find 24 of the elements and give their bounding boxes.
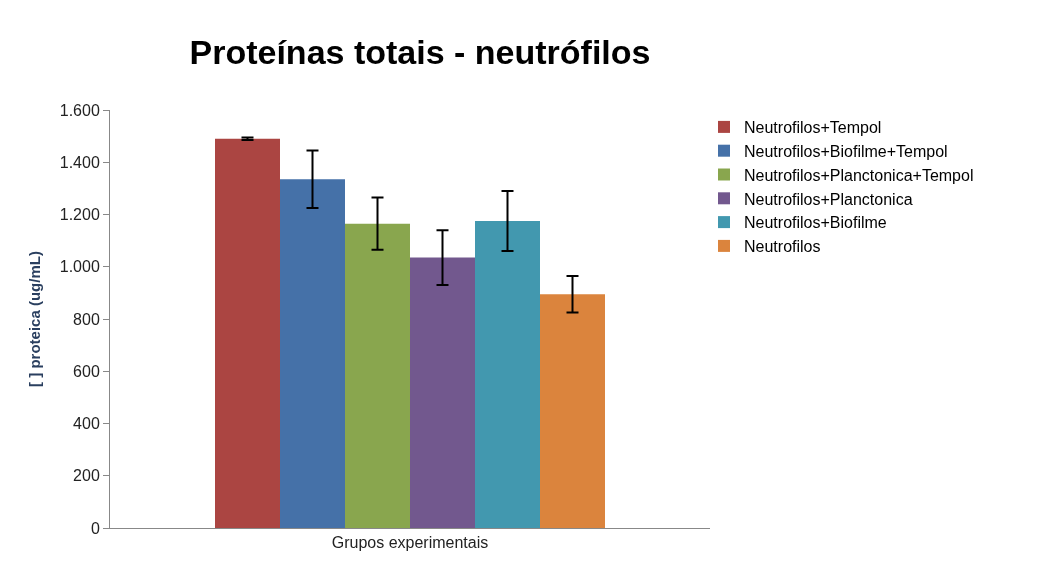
y-tick-label: 1.400 (59, 153, 100, 171)
bar (345, 223, 410, 528)
legend-label: Neutrofilos (744, 238, 821, 256)
legend-label: Neutrofilos+Biofilme+Tempol (744, 142, 948, 160)
y-axis-title: [ ] proteica (ug/mL) (26, 251, 43, 387)
legend-label: Neutrofilos+Planctonica (744, 190, 913, 208)
bar (410, 257, 475, 528)
legend-label: Neutrofilos+Planctonica+Tempol (744, 166, 974, 184)
bar (280, 179, 345, 528)
y-tick-label: 800 (73, 310, 100, 328)
y-tick-label: 1.200 (59, 206, 100, 224)
legend-label: Neutrofilos+Tempol (744, 119, 882, 137)
y-tick-label: 1.000 (59, 258, 100, 276)
chart-title: Proteínas totais - neutrófilos (189, 33, 651, 72)
y-tick-label: 600 (73, 362, 100, 380)
y-tick-label: 0 (90, 519, 100, 537)
bar (475, 221, 540, 528)
y-tick-label: 200 (73, 467, 100, 485)
bar (540, 294, 605, 528)
y-tick-label: 400 (73, 415, 100, 433)
bar (215, 138, 280, 528)
legend-label: Neutrofilos+Biofilme (744, 214, 887, 232)
x-tick-label: Grupos experimentais (331, 534, 489, 552)
y-tick-label: 1.600 (59, 101, 100, 119)
